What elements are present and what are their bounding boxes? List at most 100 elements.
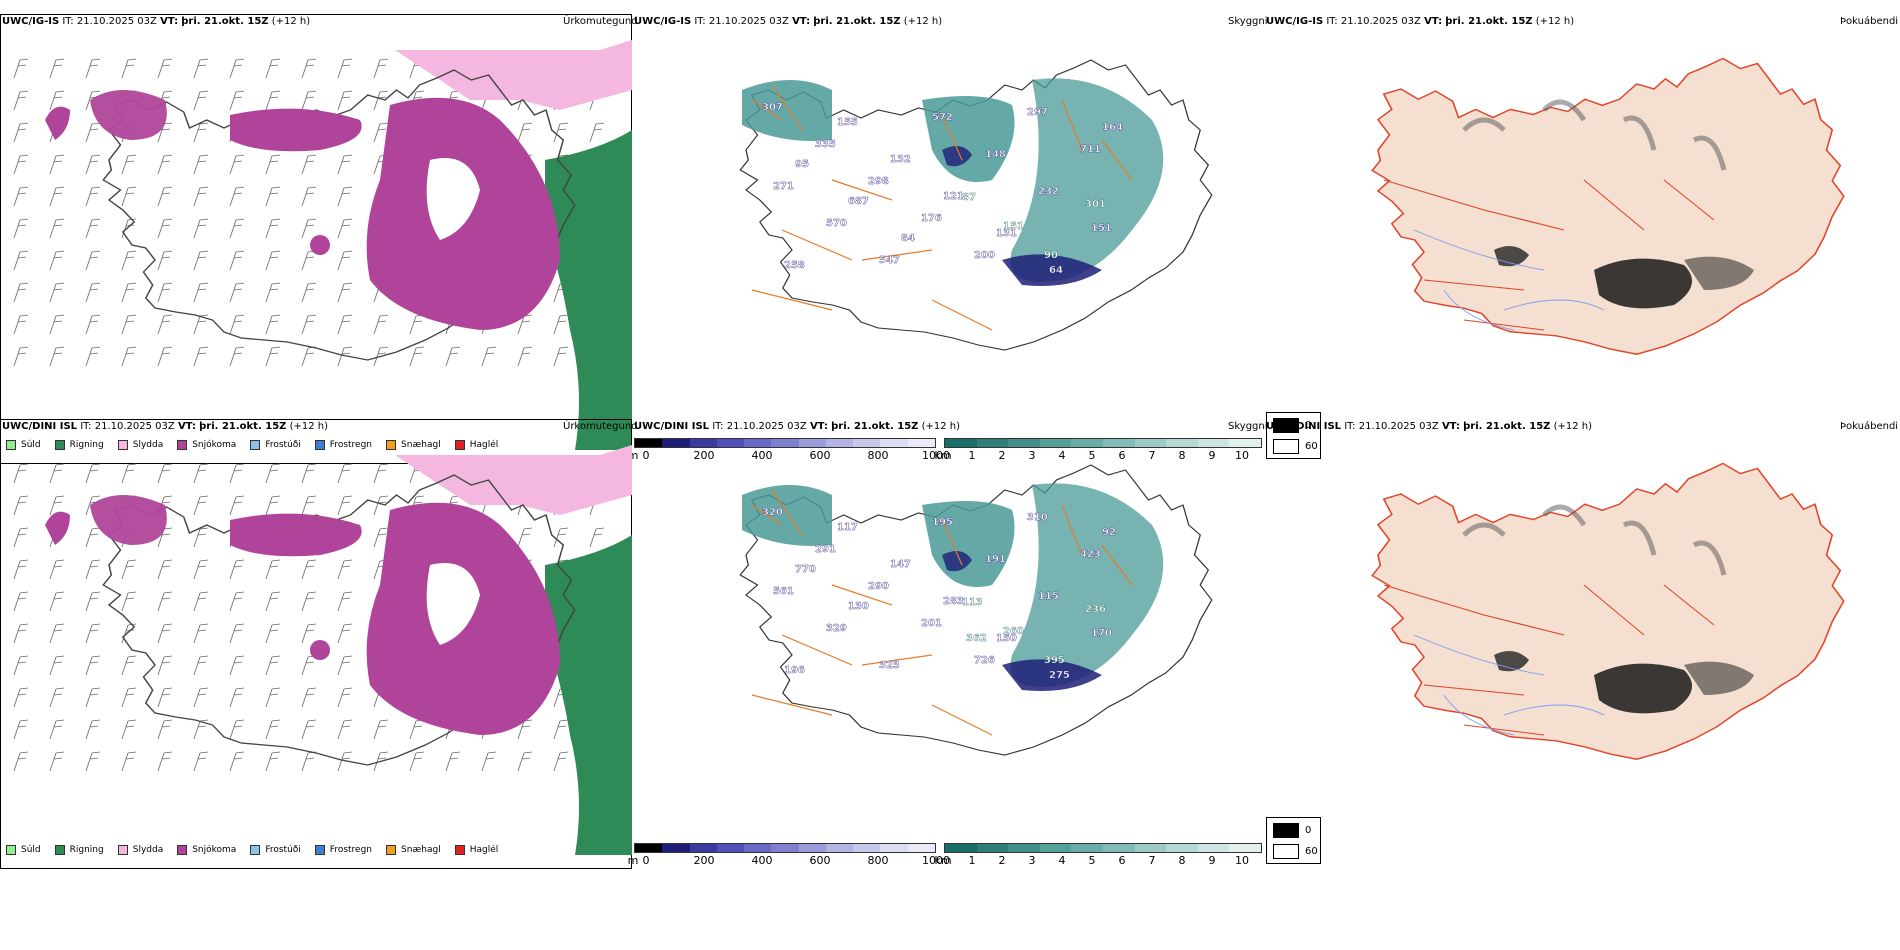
panel-title-precip: Úrkomutegund	[563, 421, 638, 432]
model-name: UWC/DINI ISL	[1266, 421, 1342, 432]
legend-item: Súld	[6, 845, 41, 855]
ceiling-value-label: 121	[943, 191, 964, 202]
ceiling-value-label: 196	[784, 665, 805, 676]
colorbar-tick: 7	[1148, 449, 1156, 462]
legend-item: Snjókoma	[177, 440, 236, 450]
ceiling-value-label: 87	[962, 192, 976, 203]
snow-area	[90, 90, 167, 140]
fog-area	[1594, 663, 1692, 714]
ceiling-value-label: 275	[1049, 670, 1070, 681]
vt-label: VT:	[809, 421, 828, 432]
colorbar-tick: 800	[867, 449, 889, 462]
lead-time: (+12 h)	[1535, 16, 1575, 27]
ceiling-colorbar: m 0 200 400 600 800 1000	[628, 438, 950, 462]
legend-label: Frostúði	[265, 845, 301, 855]
ceiling-value-label: 291	[815, 544, 836, 555]
it-label: IT:	[1344, 421, 1356, 432]
cover-label: 60	[1305, 846, 1318, 857]
ceiling-value-label: 335	[815, 139, 836, 150]
colorbar-unit: m	[627, 449, 639, 462]
colorbar-tick: 7	[1148, 854, 1156, 867]
colorbar-tick: 8	[1178, 449, 1186, 462]
legend-label: Rigning	[69, 440, 104, 450]
ceiling-value-label: 258	[784, 260, 805, 271]
ceiling-value-label: 151	[1003, 221, 1024, 232]
lead-time: (+12 h)	[903, 16, 943, 27]
legend-swatch	[117, 440, 128, 450]
cover-label: 0	[1305, 825, 1312, 836]
it-value: 21.10.2025 03Z	[76, 16, 157, 27]
ceiling-value-label: 200	[974, 250, 995, 261]
colorbar-tick: 3	[1028, 449, 1036, 462]
ceiling-area	[1002, 659, 1102, 691]
vt-value: þri. 21.okt. 15Z	[813, 16, 901, 27]
panel-title-cloud: Þokuábendi	[1840, 421, 1899, 432]
ceiling-value-label: 687	[848, 196, 869, 207]
colorbar-tick: 1	[968, 449, 976, 462]
ceiling-value-label: 170	[1091, 628, 1112, 639]
visibility-colorbar: km 1 2 3 4 5 6 7 8 9 10	[934, 843, 1262, 867]
legend-swatch	[177, 845, 188, 855]
ceiling-value-label: 155	[837, 117, 858, 128]
cover-label: 0	[1305, 420, 1312, 431]
colorbar-tick: 1	[968, 854, 976, 867]
precip-type-map	[13, 445, 632, 855]
it-value: 21.10.2025 03Z	[726, 421, 807, 432]
legend-item: Haglél	[454, 845, 498, 855]
legend-item: Slydda	[117, 845, 163, 855]
ceiling-value-label: 195	[932, 517, 953, 528]
colorbar-tick: 600	[809, 449, 831, 462]
model-name: UWC/DINI ISL	[634, 421, 710, 432]
ceiling-value-label: 323	[879, 660, 900, 671]
panel-header: UWC/DINI ISL IT: 21.10.2025 03Z VT: þri.…	[2, 421, 328, 432]
roads	[751, 84, 1133, 331]
ceiling-value-label: 271	[773, 181, 794, 192]
roads	[1383, 179, 1715, 331]
legend-item: Snjókoma	[177, 845, 236, 855]
colorbar-tick: 3	[1028, 854, 1036, 867]
roads	[1383, 584, 1715, 736]
fog-index-map	[1371, 57, 1845, 355]
legend-item: Haglél	[454, 440, 498, 450]
ceiling-visibility-map: 320 291 290 201 726 310 423 561 329 323 195 191 115 1…	[739, 464, 1213, 756]
ceiling-value-label: 307	[762, 102, 783, 113]
legend-swatch	[454, 845, 465, 855]
visibility-colorbar: km 1 2 3 4 5 6 7 8 9 10	[934, 438, 1262, 462]
rain-area	[545, 130, 632, 450]
legend-item: Rigning	[54, 845, 104, 855]
colorbar-tick: 9	[1208, 854, 1216, 867]
ceiling-value-label: 283	[943, 596, 964, 607]
legend-swatch	[454, 440, 465, 450]
legend-label: Snjókoma	[192, 440, 237, 450]
rivers	[1413, 229, 1605, 331]
colorbar-tick: 5	[1088, 854, 1096, 867]
snow-area	[230, 513, 362, 557]
ceiling-value-label: 113	[962, 597, 983, 608]
ceiling-value-label: 320	[762, 507, 783, 518]
legend-item: Rigning	[54, 440, 104, 450]
cover-label: 60	[1305, 441, 1318, 452]
vt-value: þri. 21.okt. 15Z	[1445, 16, 1533, 27]
ceiling-value-label: 147	[890, 559, 911, 570]
colorbar-tick: 1000	[922, 449, 950, 462]
colorbar-unit: km	[934, 449, 952, 462]
legend-item: Snæhagl	[386, 440, 441, 450]
it-label: IT:	[712, 421, 724, 432]
vt-value: þri. 21.okt. 15Z	[199, 421, 287, 432]
model-name: UWC/DINI ISL	[2, 421, 78, 432]
ceiling-value-label: 84	[901, 233, 915, 244]
ceiling-value-label: 298	[868, 176, 889, 187]
legend-item: Snæhagl	[386, 845, 441, 855]
vt-value: þri. 21.okt. 15Z	[831, 421, 919, 432]
vt-label: VT:	[1441, 421, 1460, 432]
snow-area	[90, 495, 167, 545]
legend-label: Frostúði	[265, 440, 301, 450]
precip-type-map	[13, 40, 632, 450]
colorbar-tick: 0	[642, 449, 650, 462]
ceiling-value-label: 362	[966, 633, 987, 644]
vt-label: VT:	[792, 16, 811, 27]
colorbar-tick: 2	[998, 854, 1006, 867]
legend-label: Snæhagl	[401, 845, 441, 855]
legend-swatch	[117, 845, 128, 855]
legend-label: Frostregn	[329, 440, 373, 450]
